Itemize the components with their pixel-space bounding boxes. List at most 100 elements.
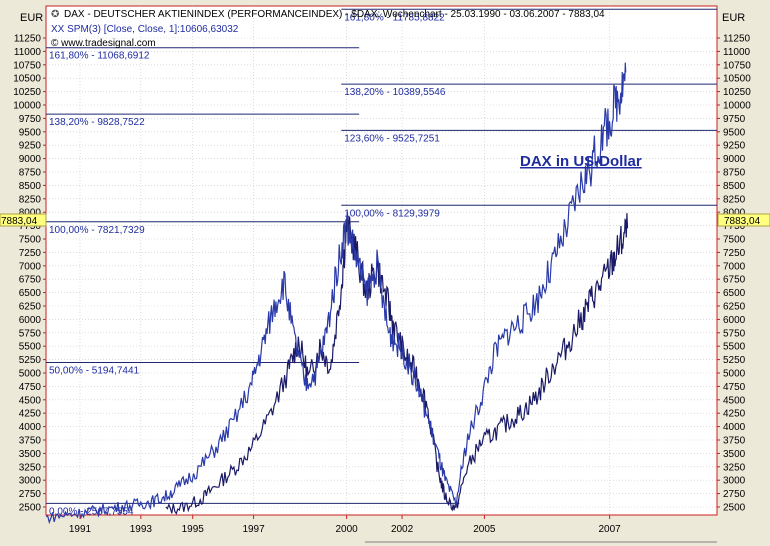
y-tick-label-right: 6250 (723, 302, 746, 313)
y-tick-label-left: 5500 (19, 342, 42, 353)
y-tick-label-left: 8750 (19, 168, 42, 179)
y-tick-label-left: 10000 (13, 101, 41, 112)
y-tick-label-right: 8250 (723, 194, 746, 205)
y-tick-label-left: 6250 (19, 302, 42, 313)
y-tick-label-right: 7000 (723, 261, 746, 272)
y-tick-label-left: 5250 (19, 355, 42, 366)
y-tick-label-left: 9000 (19, 154, 42, 165)
y-tick-label-right: 8000 (723, 208, 746, 219)
y-tick-label-right: 10000 (723, 101, 751, 112)
fib-level-label: 138,20% - 10389,5546 (344, 87, 446, 98)
y-tick-label-right: 6500 (723, 288, 746, 299)
y-tick-label-right: 9500 (723, 127, 746, 138)
series-dax-usd-line (45, 62, 627, 525)
y-tick-label-right: 8750 (723, 168, 746, 179)
fib-level-label: 161,80% - 11068,6912 (49, 51, 150, 62)
y-tick-label-right: 8500 (723, 181, 746, 192)
current-value-label-right: 7883,04 (724, 216, 761, 227)
y-tick-label-left: 7500 (19, 235, 42, 246)
x-tick-label: 1991 (69, 524, 92, 535)
y-tick-label-left: 2500 (19, 503, 42, 514)
y-tick-label-right: 3000 (723, 476, 746, 487)
y-tick-label-left: 11000 (14, 47, 42, 58)
current-value-label-left: 7883,04 (1, 216, 38, 227)
y-tick-label-right: 7750 (723, 221, 746, 232)
x-tick-label: 2005 (473, 524, 496, 535)
chart-subtitle: XX SPM(3) [Close, Close, 1]:10606,63032 (51, 24, 239, 35)
y-tick-label-right: 5250 (723, 355, 746, 366)
y-tick-label-right: 6000 (723, 315, 746, 326)
y-tick-label-left: 10250 (13, 87, 41, 98)
y-tick-label-right: 2750 (723, 489, 746, 500)
annotation-dax-in-us-dollar: DAX in US-Dollar (520, 153, 642, 170)
y-tick-label-right: 3500 (723, 449, 746, 460)
x-tick-label: 2000 (335, 524, 358, 535)
y-tick-label-right: 9250 (723, 141, 746, 152)
y-tick-label-right: 10750 (723, 60, 751, 71)
unit-left-label: EUR (20, 12, 43, 24)
y-tick-label-right: 4250 (723, 409, 746, 420)
y-tick-label-right: 4750 (723, 382, 746, 393)
y-tick-label-left: 4000 (19, 422, 42, 433)
y-tick-label-left: 4500 (19, 395, 42, 406)
series-dax-eur-line (165, 213, 629, 515)
y-tick-label-left: 3750 (19, 436, 42, 447)
y-tick-label-right: 5500 (723, 342, 746, 353)
y-tick-label-right: 6750 (723, 275, 746, 286)
y-tick-label-left: 7250 (19, 248, 42, 259)
plot-area (45, 5, 718, 516)
fib-level-label: 100,00% - 7821,7329 (49, 225, 145, 236)
header-legend: ✪ DAX - DEUTSCHER AKTIENINDEX (PERFORMAN… (51, 9, 605, 49)
y-tick-label-right: 3750 (723, 436, 746, 447)
y-tick-label-left: 5750 (19, 328, 42, 339)
y-tick-label-left: 9250 (19, 141, 42, 152)
y-tick-label-left: 10500 (13, 74, 41, 85)
fib-level-label: 123,60% - 9525,7251 (344, 133, 440, 144)
y-tick-label-left: 9500 (19, 127, 42, 138)
y-tick-label-left: 3500 (19, 449, 42, 460)
y-tick-label-right: 10250 (723, 87, 751, 98)
fib-level-label: 0,00% - 2567,7554 (49, 506, 134, 517)
y-tick-label-left: 8250 (19, 194, 42, 205)
y-tick-label-right: 5750 (723, 328, 746, 339)
y-tick-label-left: 10750 (13, 60, 41, 71)
y-tick-label-right: 5000 (723, 369, 746, 380)
y-tick-label-left: 7000 (19, 261, 42, 272)
fib-level-label: 100,00% - 8129,3979 (344, 208, 440, 219)
y-tick-label-left: 8000 (19, 208, 42, 219)
y-tick-label-left: 11250 (14, 34, 42, 45)
y-tick-label-right: 7500 (723, 235, 746, 246)
y-tick-label-right: 2500 (723, 503, 746, 514)
y-tick-label-left: 4750 (19, 382, 42, 393)
x-tick-label: 2007 (599, 524, 622, 535)
y-tick-label-left: 2750 (19, 489, 42, 500)
y-tick-label-left: 3000 (19, 476, 42, 487)
x-tick-label: 1997 (242, 524, 265, 535)
y-tick-label-left: 4250 (19, 409, 42, 420)
y-tick-label-right: 4000 (723, 422, 746, 433)
y-tick-label-right: 4500 (723, 395, 746, 406)
y-tick-label-left: 8500 (19, 181, 42, 192)
chart-credit: © www.tradesignal.com (51, 38, 156, 49)
y-tick-label-left: 3250 (19, 462, 42, 473)
y-tick-label-right: 9750 (723, 114, 746, 125)
y-tick-label-left: 6750 (19, 275, 42, 286)
chart-title: DAX - DEUTSCHER AKTIENINDEX (PERFORMANCE… (64, 9, 605, 20)
current-value-marker-left (0, 213, 47, 227)
gear-icon: ✪ (51, 9, 59, 20)
unit-right-label: EUR (722, 12, 745, 24)
y-tick-label-left: 6000 (19, 315, 42, 326)
x-tick-label: 1993 (130, 524, 153, 535)
x-tick-label: 2002 (391, 524, 414, 535)
current-value-marker-right (717, 213, 770, 227)
y-tick-label-right: 10500 (723, 74, 751, 85)
fib-level-label: 138,20% - 9828,7522 (49, 117, 145, 128)
y-tick-label-right: 9000 (723, 154, 746, 165)
y-tick-label-left: 7750 (19, 221, 42, 232)
y-tick-label-right: 3250 (723, 462, 746, 473)
x-tick-label: 1995 (182, 524, 205, 535)
y-tick-label-left: 6500 (19, 288, 42, 299)
fib-level-label: 161,80% - 11785,8822 (344, 12, 445, 23)
